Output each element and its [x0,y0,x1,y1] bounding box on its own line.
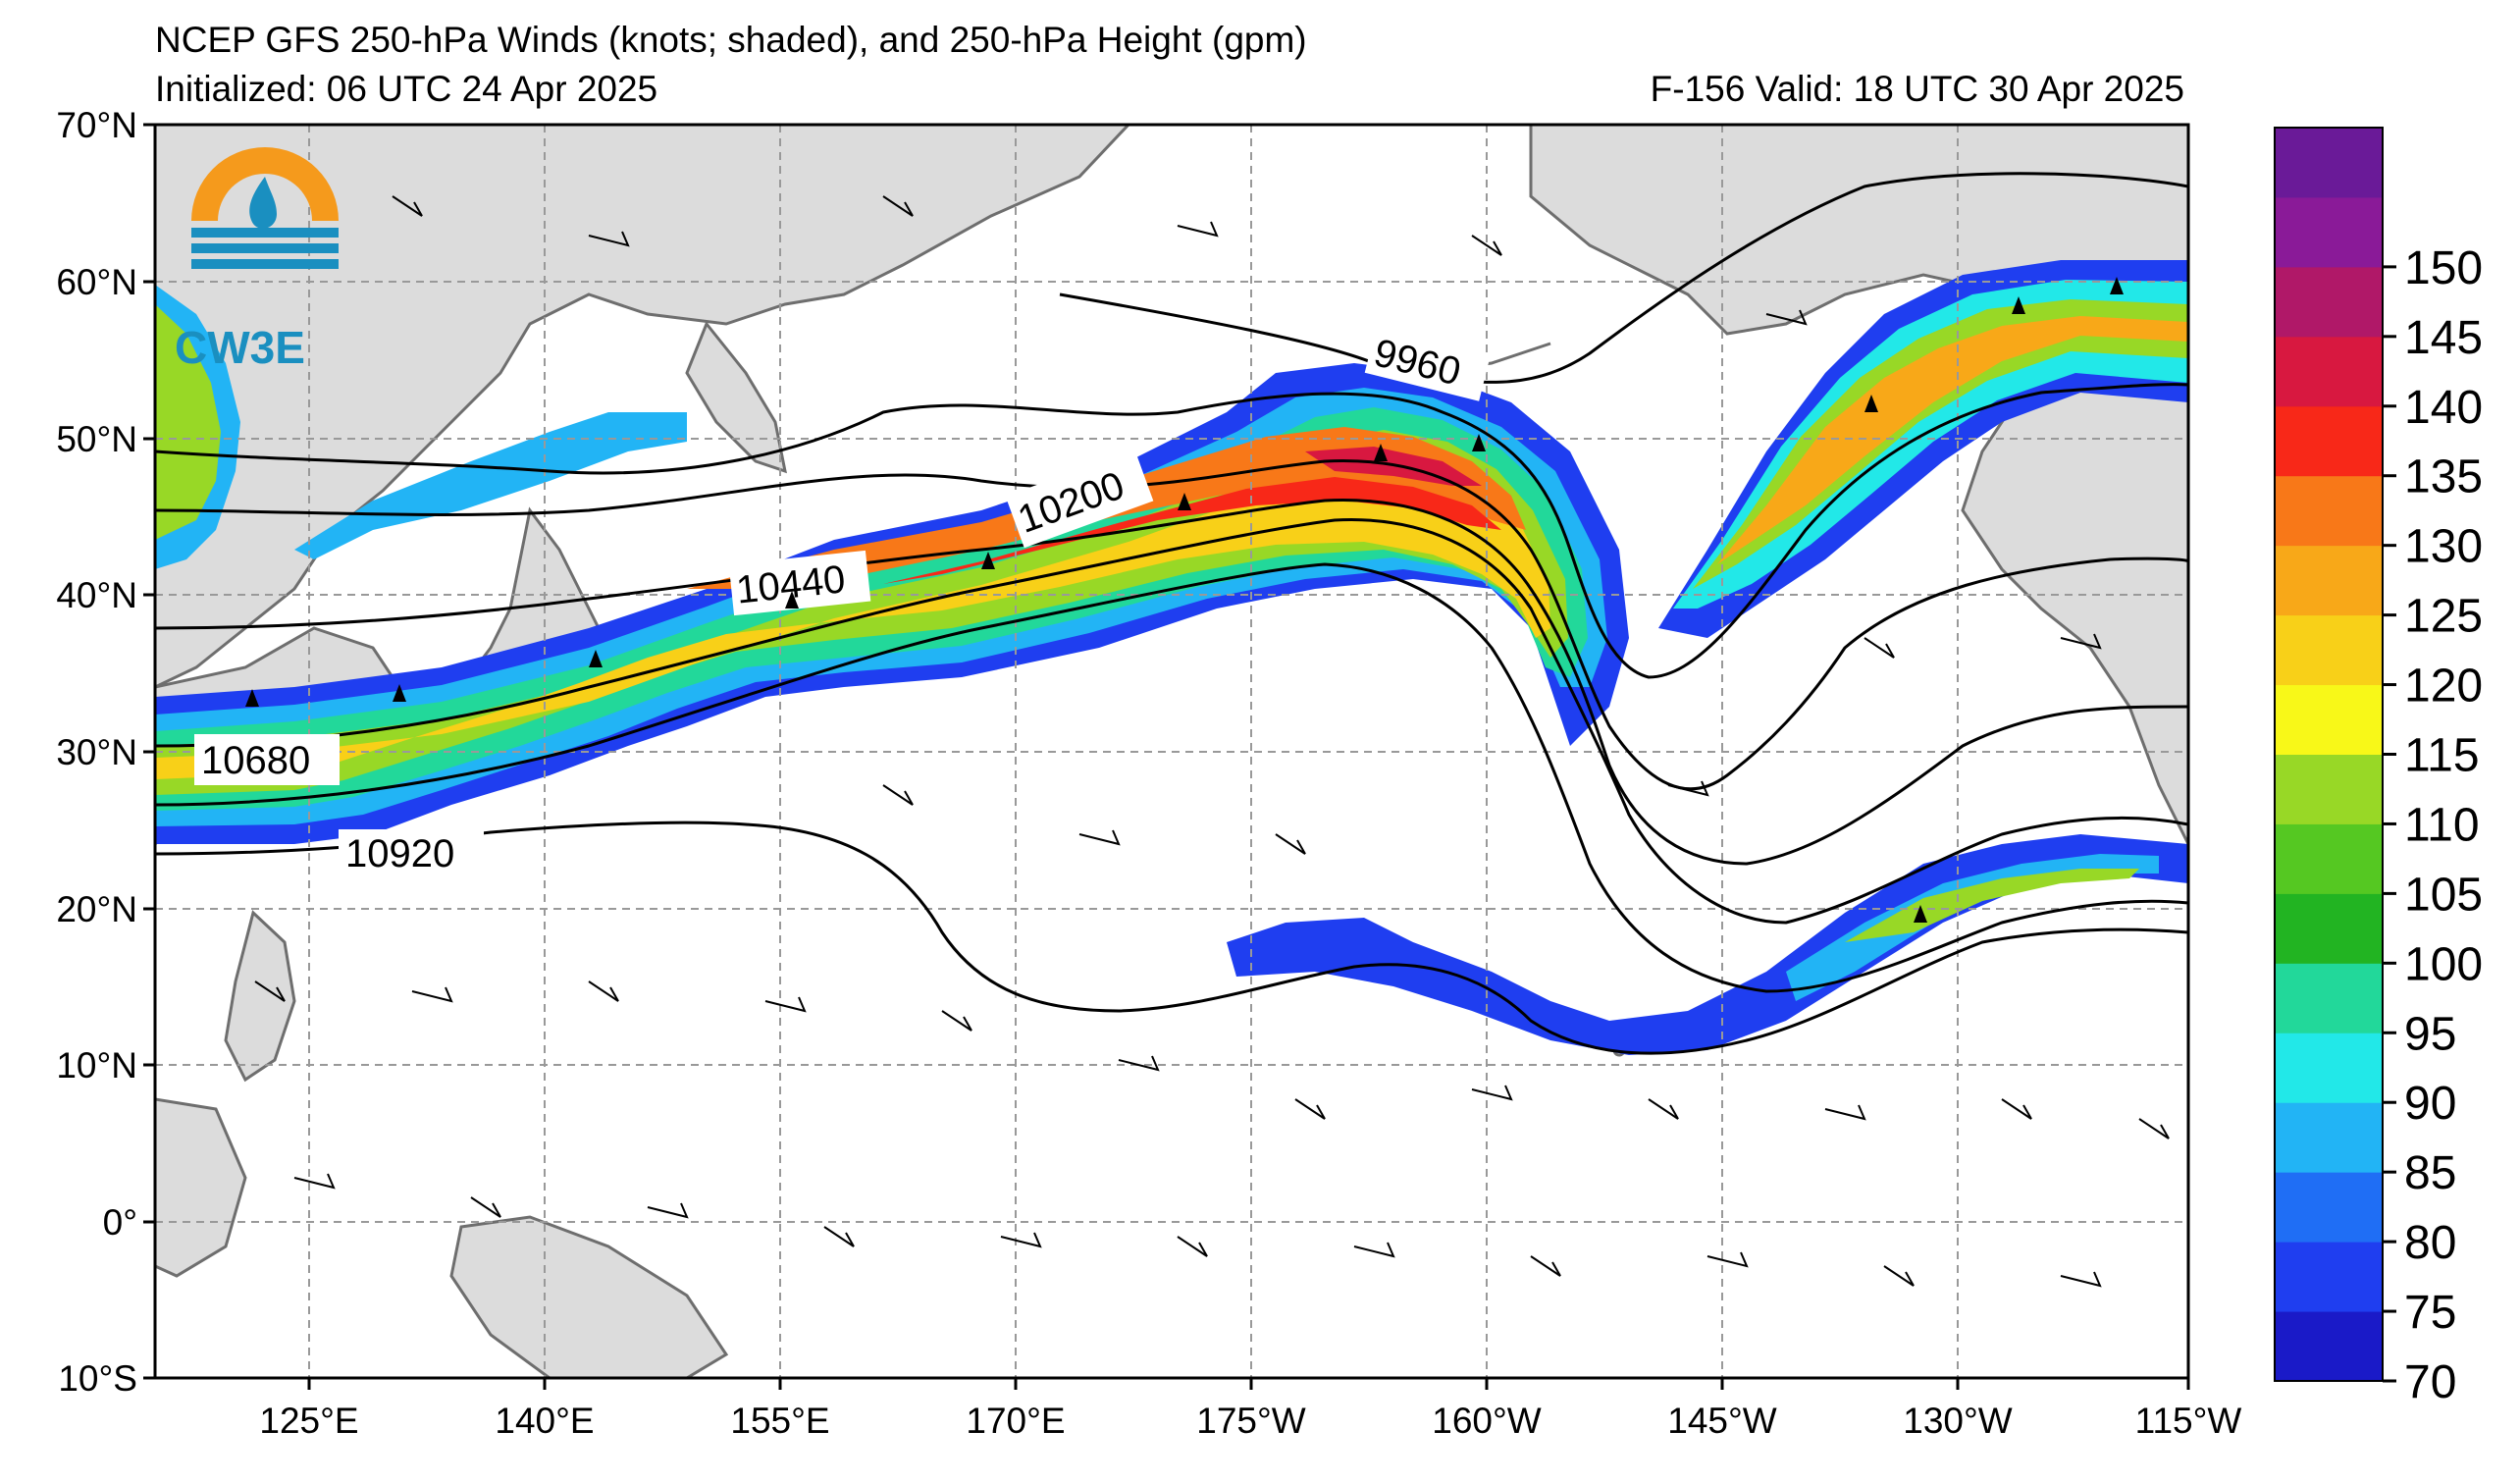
colorbar-segment [2275,684,2383,755]
lat-label: 70°N [56,105,137,145]
colorbar-tick-label: 150 [2404,242,2483,294]
lon-label: 140°E [495,1401,594,1441]
wind-barbs [254,195,2170,1288]
colorbar-tick-label: 75 [2404,1287,2456,1339]
colorbar-segment [2275,614,2383,686]
lon-label: 160°W [1432,1401,1542,1441]
lon-label: 155°E [730,1401,829,1441]
logo-text: CW3E [175,322,305,373]
colorbar-tick-label: 85 [2404,1147,2456,1199]
colorbar-segment [2275,823,2383,894]
wind-speed-shading [155,260,2188,1055]
colorbar-tick-label: 100 [2404,938,2483,990]
colorbar-segment [2275,266,2383,338]
valid-time: F-156 Valid: 18 UTC 30 Apr 2025 [1650,69,2184,109]
lat-label: 30°N [56,732,137,772]
init-time: Initialized: 06 UTC 24 Apr 2025 [155,69,658,109]
colorbar-tick-label: 90 [2404,1078,2456,1130]
contour-label-10920: 10920 [345,832,454,875]
contour-label-10680: 10680 [201,739,310,782]
colorbar-tick-label: 70 [2404,1356,2456,1408]
colorbar-tick-label: 125 [2404,591,2483,643]
colorbar: 70 75 80 85 90 95 100 105 110 115 120 125 130 135 140 1… [2274,127,2483,1408]
colorbar-tick-label: 145 [2404,312,2483,364]
lat-label: 0° [103,1202,137,1243]
colorbar-segment [2275,475,2383,547]
colorbar-tick-label: 105 [2404,869,2483,921]
colorbar-segment [2275,1033,2383,1103]
lat-label: 40°N [56,575,137,615]
cw3e-logo: CW3E [175,147,339,373]
colorbar-tick-label: 140 [2404,382,2483,434]
lat-label: 10°N [56,1045,137,1086]
lon-label: 175°W [1196,1401,1306,1441]
colorbar-tick-label: 115 [2404,730,2480,782]
colorbar-segment [2275,1102,2383,1173]
colorbar-tick-label: 80 [2404,1217,2456,1269]
colorbar-segment [2275,405,2383,477]
lon-label: 170°E [966,1401,1065,1441]
colorbar-tick-label: 110 [2404,799,2480,851]
colorbar-tick-label: 130 [2404,521,2483,573]
colorbar-tick-label: 120 [2404,661,2483,713]
chart-title: NCEP GFS 250-hPa Winds (knots; shaded), … [155,20,1307,60]
lon-label: 130°W [1903,1401,2013,1441]
colorbar-segment [2275,196,2383,268]
colorbar-segment [2275,893,2383,964]
graticule [155,125,2188,1378]
latitude-labels: 70°N 60°N 50°N 40°N 30°N 20°N 10°N 0° 10… [56,105,137,1399]
colorbar-segment [2275,1172,2383,1243]
lat-ticks [143,123,155,1380]
map-panel: 9960 10200 10440 10680 10920 [155,125,2188,1378]
colorbar-segment [2275,128,2383,198]
lat-label: 20°N [56,889,137,929]
colorbar-segment [2275,336,2383,407]
colorbar-segment [2275,1242,2383,1312]
colorbar-tick-label: 95 [2404,1008,2456,1060]
jet-band-japan [294,412,687,559]
longitude-labels: 125°E 140°E 155°E 170°E 175°W 160°W 145°… [259,1401,2241,1441]
lon-label: 115°W [2135,1401,2242,1441]
lon-ticks [307,1378,2190,1390]
wind-pennants [245,277,2124,923]
colorbar-segment [2275,1311,2383,1382]
colorbar-tick-label: 135 [2404,451,2483,503]
lon-label: 125°E [259,1401,358,1441]
height-contours [155,172,2188,1055]
colorbar-segment [2275,545,2383,616]
colorbar-segment [2275,963,2383,1033]
lat-label: 10°S [58,1358,137,1399]
colorbar-segment [2275,754,2383,824]
lat-label: 50°N [56,419,137,459]
lat-label: 60°N [56,262,137,302]
lon-label: 145°W [1667,1401,1777,1441]
